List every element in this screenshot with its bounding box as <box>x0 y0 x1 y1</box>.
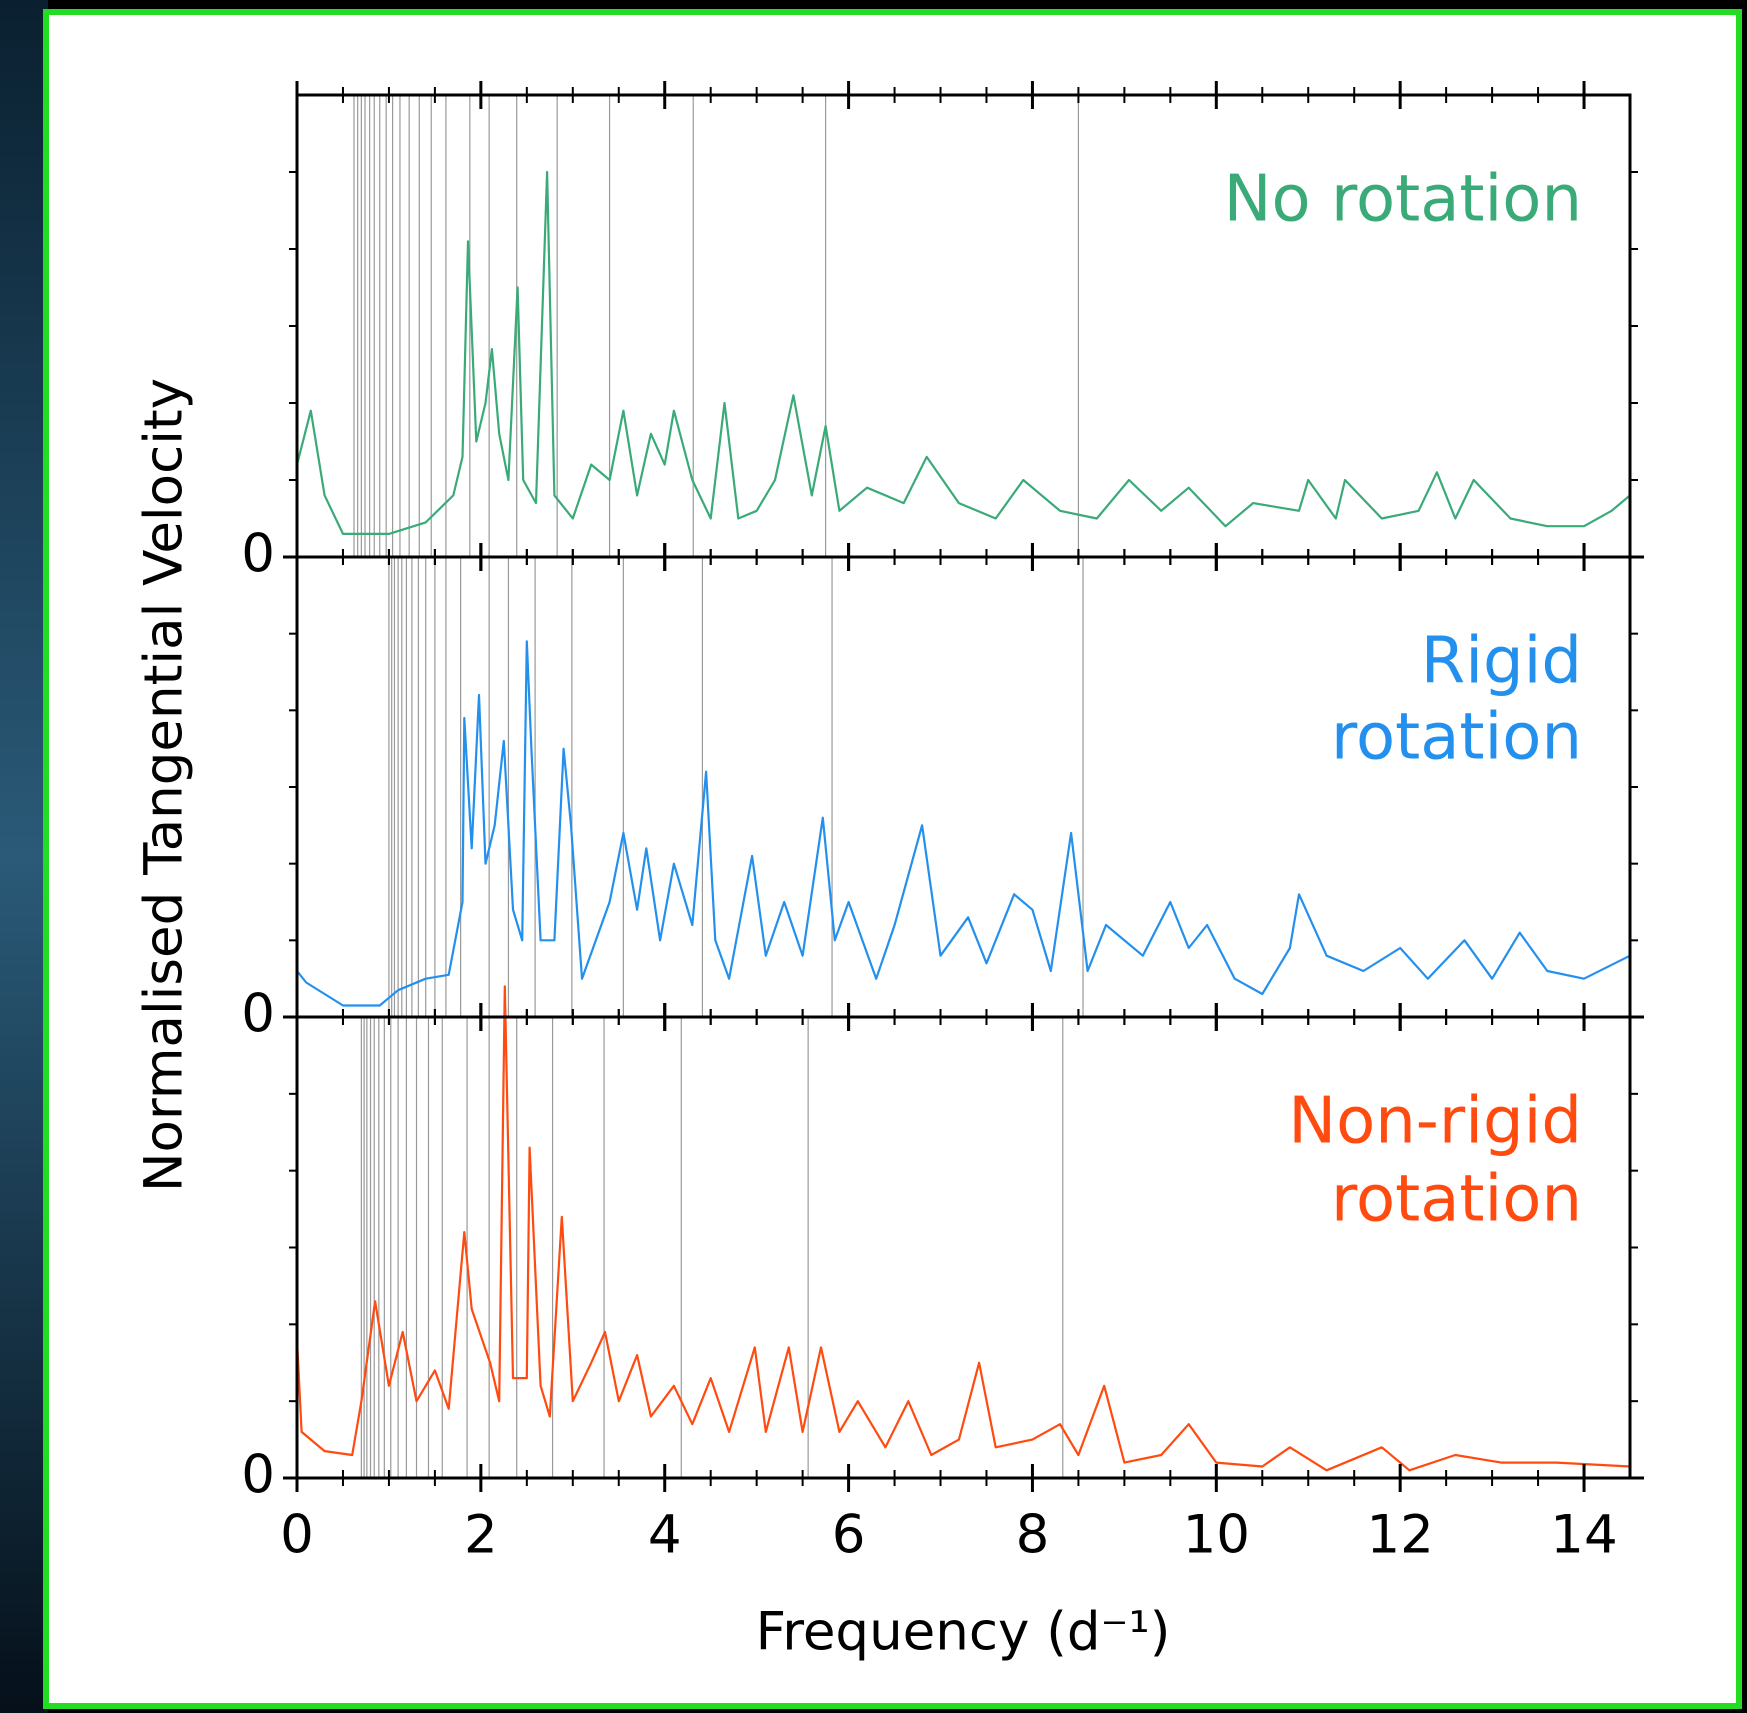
x-tick-label: 12 <box>1366 1505 1433 1566</box>
x-axis-label: Frequency (d⁻¹) <box>756 1602 1171 1663</box>
y-tick-label: 0 <box>241 524 275 585</box>
background-edge <box>0 0 48 1713</box>
x-tick-label: 2 <box>464 1505 498 1566</box>
panel-title: rotation <box>1331 701 1582 775</box>
x-tick-label: 14 <box>1550 1505 1617 1566</box>
frame <box>43 9 1742 1709</box>
panel-title: Rigid <box>1421 625 1582 699</box>
x-tick-label: 8 <box>1016 1505 1050 1566</box>
data-line <box>296 640 1631 1007</box>
x-tick-label: 10 <box>1183 1505 1250 1566</box>
x-tick-label: 6 <box>832 1505 866 1566</box>
panel-title: No rotation <box>1224 163 1582 237</box>
data-line <box>295 985 1631 1472</box>
y-axis-label: Normalised Tangential Velocity <box>134 378 195 1192</box>
y-tick-label: 0 <box>241 984 275 1045</box>
panel-title: Non-rigid <box>1288 1085 1582 1159</box>
data-line <box>295 170 1631 535</box>
x-tick-label: 4 <box>648 1505 682 1566</box>
panel-title: rotation <box>1331 1163 1582 1237</box>
x-tick-label: 0 <box>280 1505 314 1566</box>
y-tick-label: 0 <box>241 1445 275 1506</box>
